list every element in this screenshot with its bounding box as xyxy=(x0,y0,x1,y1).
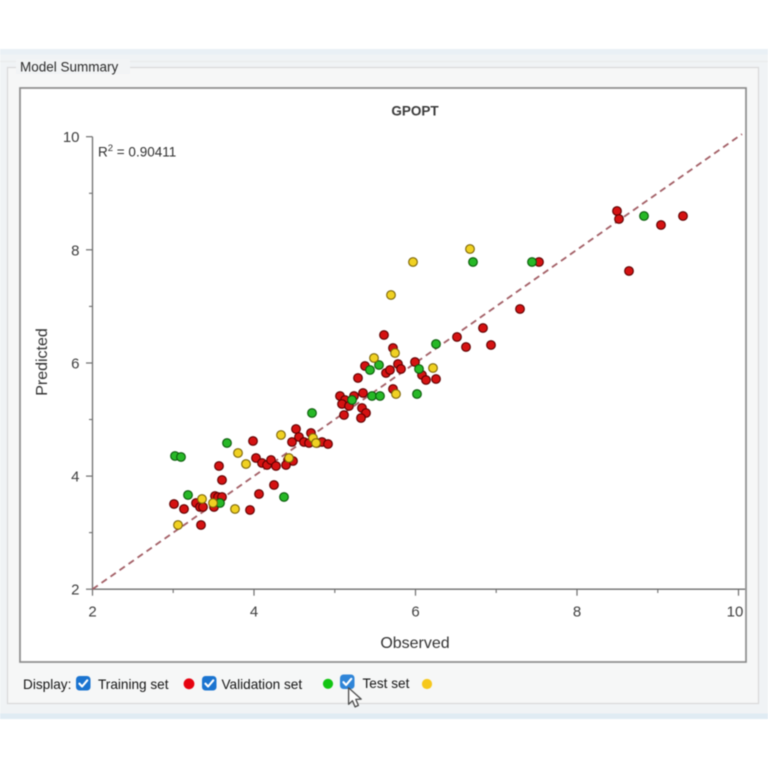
svg-text:8: 8 xyxy=(71,242,79,259)
svg-text:2: 2 xyxy=(88,604,96,621)
svg-text:GPOPT: GPOPT xyxy=(391,104,439,119)
svg-text:R2 = 0.90411: R2 = 0.90411 xyxy=(98,143,176,160)
svg-text:6: 6 xyxy=(71,356,79,373)
svg-text:4: 4 xyxy=(250,604,258,621)
svg-text:Training set: Training set xyxy=(98,677,169,692)
svg-text:Predicted: Predicted xyxy=(34,328,51,396)
svg-text:Display:: Display: xyxy=(23,677,71,692)
svg-text:Model Summary: Model Summary xyxy=(20,60,119,75)
svg-text:4: 4 xyxy=(71,469,79,486)
svg-text:2: 2 xyxy=(71,582,79,599)
svg-text:Observed: Observed xyxy=(380,635,449,652)
svg-text:8: 8 xyxy=(573,604,581,621)
svg-text:6: 6 xyxy=(411,604,419,621)
svg-text:Validation set: Validation set xyxy=(222,677,303,692)
svg-text:Test set: Test set xyxy=(363,676,410,691)
svg-text:10: 10 xyxy=(727,604,744,621)
svg-text:10: 10 xyxy=(63,129,80,146)
